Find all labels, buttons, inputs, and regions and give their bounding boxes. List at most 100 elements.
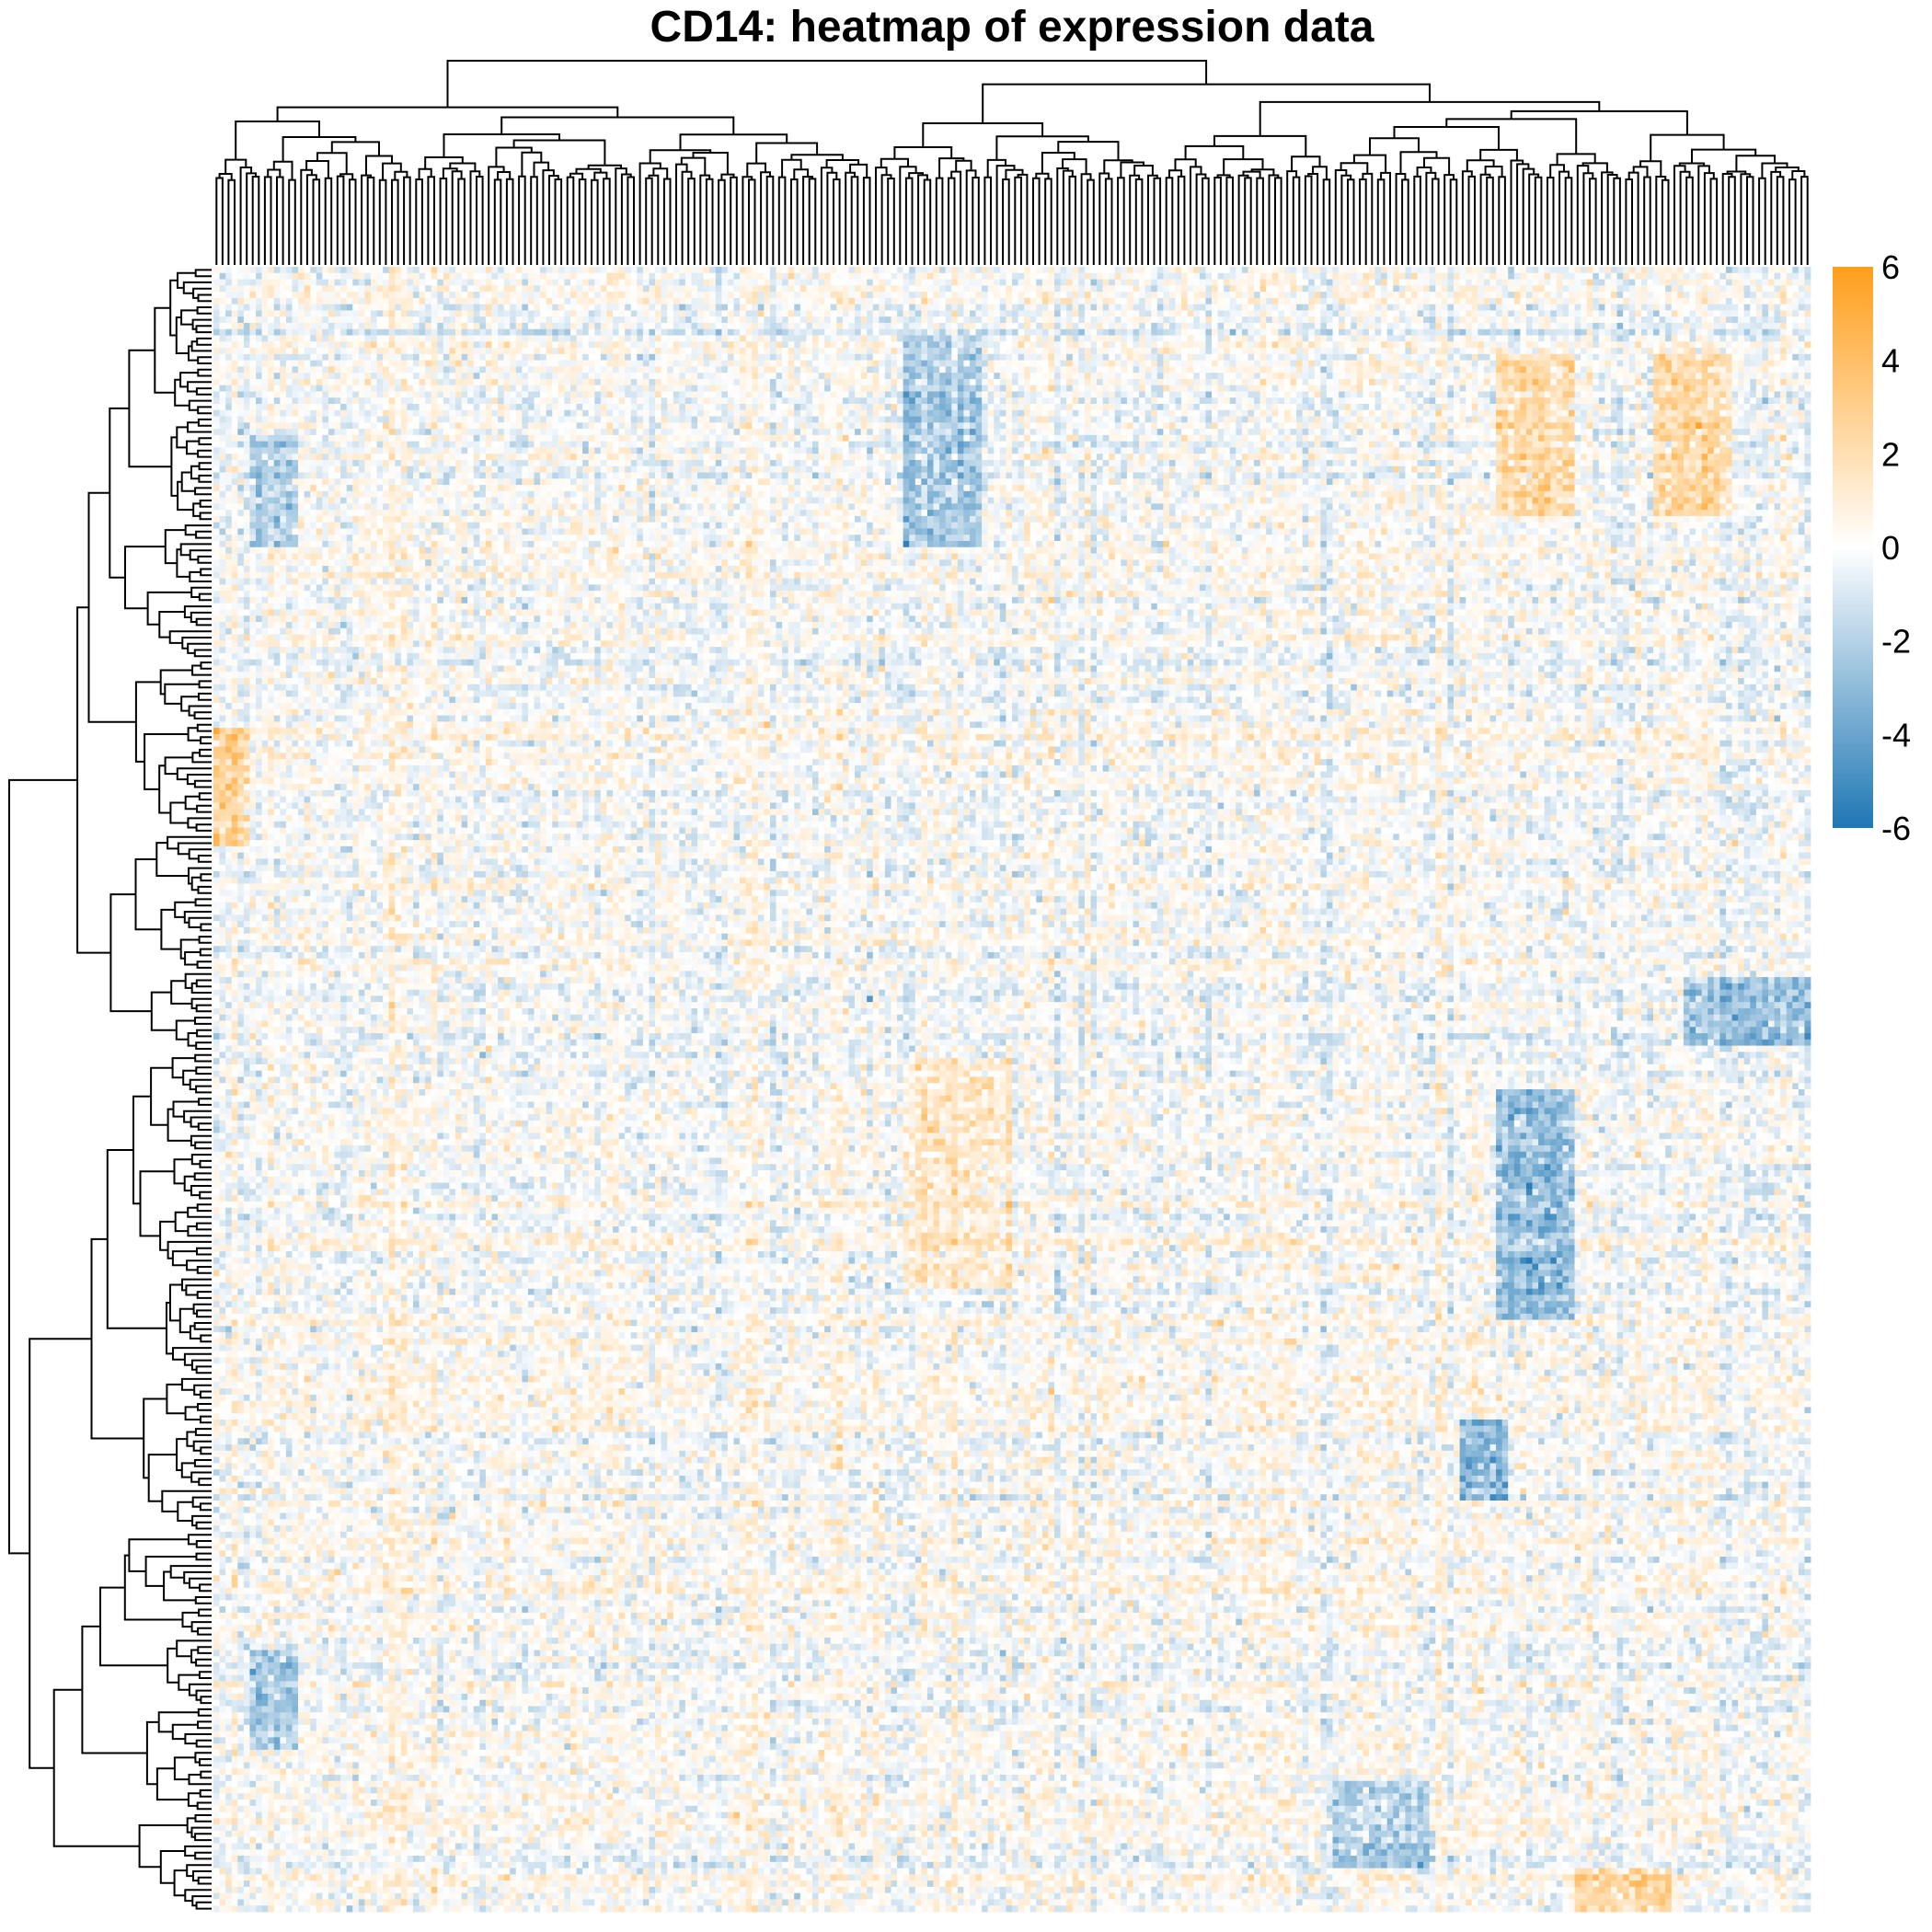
heatmap-cell — [1780, 273, 1787, 280]
heatmap-cell — [1375, 273, 1382, 280]
heatmap-cell — [1176, 280, 1182, 286]
heatmap-cell — [1629, 267, 1636, 273]
heatmap-cell — [721, 305, 728, 311]
heatmap-cell — [1024, 280, 1030, 286]
heatmap-cell — [1672, 267, 1678, 273]
heatmap-cell — [1787, 292, 1793, 298]
heatmap-cell — [824, 292, 831, 298]
heatmap-cell — [371, 267, 377, 273]
heatmap-cell — [352, 280, 359, 286]
heatmap-cell — [939, 292, 946, 298]
heatmap-cell — [1581, 298, 1587, 305]
heatmap-cell — [1672, 273, 1678, 280]
heatmap-cell — [963, 273, 970, 280]
heatmap-cell — [1604, 280, 1611, 286]
heatmap-cell — [1351, 305, 1357, 311]
heatmap-cell — [1623, 298, 1629, 305]
heatmap-cell — [1557, 267, 1563, 273]
heatmap-cell — [1496, 273, 1502, 280]
heatmap-cell — [1133, 292, 1140, 298]
heatmap-cell — [589, 267, 595, 273]
heatmap-cell — [1315, 267, 1321, 273]
heatmap-cell — [213, 305, 220, 311]
heatmap-cell — [1260, 267, 1267, 273]
heatmap-cell — [1593, 280, 1599, 286]
heatmap-cell — [1012, 273, 1018, 280]
heatmap-cell — [1484, 267, 1490, 273]
heatmap-cell — [1665, 267, 1672, 273]
heatmap-cell — [1660, 273, 1666, 280]
heatmap-cell — [316, 280, 323, 286]
heatmap-cell — [1756, 298, 1763, 305]
heatmap-cell — [1653, 285, 1660, 292]
heatmap-cell — [1066, 280, 1073, 286]
heatmap-cell — [1538, 305, 1545, 311]
heatmap-cell — [577, 280, 583, 286]
heatmap-cell — [1750, 280, 1756, 286]
heatmap-cell — [467, 273, 474, 280]
heatmap-cell — [673, 280, 680, 286]
heatmap-cell — [1284, 267, 1291, 273]
heatmap-cell — [1284, 292, 1291, 298]
heatmap-cell — [740, 267, 746, 273]
heatmap-cell — [1550, 267, 1557, 273]
heatmap-cell — [1756, 273, 1763, 280]
heatmap-cell — [1133, 298, 1140, 305]
heatmap-cell — [1435, 298, 1442, 305]
heatmap-cell — [1242, 298, 1248, 305]
heatmap-cell — [1236, 292, 1242, 298]
heatmap-cell — [1387, 273, 1394, 280]
heatmap-cell — [1660, 298, 1666, 305]
heatmap-cell — [249, 298, 256, 305]
heatmap-cell — [1569, 273, 1575, 280]
heatmap-cell — [474, 285, 480, 292]
heatmap-cell — [340, 285, 347, 292]
heatmap-cell — [1641, 285, 1648, 292]
heatmap-cell — [819, 280, 825, 286]
heatmap-cell — [994, 305, 1000, 311]
heatmap-cell — [667, 273, 673, 280]
heatmap-cell — [540, 298, 546, 305]
heatmap-cell — [467, 285, 474, 292]
heatmap-cell — [1381, 280, 1387, 286]
heatmap-cell — [535, 267, 541, 273]
heatmap-cell — [364, 285, 371, 292]
heatmap-cell — [1502, 273, 1509, 280]
heatmap-cell — [1399, 280, 1406, 286]
heatmap-cell — [1127, 298, 1133, 305]
heatmap-cell — [516, 305, 523, 311]
heatmap-cell — [564, 267, 570, 273]
heatmap-cell — [1569, 280, 1575, 286]
heatmap-cell — [1176, 285, 1182, 292]
heatmap-cell — [1260, 298, 1267, 305]
heatmap-cell — [395, 273, 401, 280]
heatmap-cell — [1006, 273, 1012, 280]
heatmap-cell — [1266, 305, 1272, 311]
heatmap-cell — [340, 273, 347, 280]
heatmap-cell — [673, 273, 680, 280]
heatmap-cell — [449, 267, 455, 273]
heatmap-cell — [746, 305, 753, 311]
heatmap-cell — [237, 280, 244, 286]
heatmap-cell — [1151, 273, 1157, 280]
heatmap-cell — [946, 292, 952, 298]
heatmap-cell — [328, 292, 335, 298]
heatmap-cell — [800, 280, 807, 286]
heatmap-cell — [535, 280, 541, 286]
heatmap-cell — [1303, 280, 1309, 286]
heatmap-cell — [1653, 280, 1660, 286]
heatmap-cell — [988, 273, 995, 280]
heatmap-cell — [1526, 305, 1533, 311]
heatmap-cell — [1430, 285, 1436, 292]
heatmap-cell — [836, 280, 843, 286]
heatmap-cell — [1375, 298, 1382, 305]
heatmap-cell — [431, 280, 438, 286]
heatmap-cell — [244, 292, 250, 298]
heatmap-cell — [1665, 292, 1672, 298]
column-leaf-stems — [216, 182, 1807, 265]
heatmap-cell — [879, 305, 885, 311]
heatmap-cell — [1018, 267, 1025, 273]
heatmap-cell — [1604, 285, 1611, 292]
heatmap-cell — [1030, 285, 1037, 292]
heatmap-cell — [437, 305, 443, 311]
